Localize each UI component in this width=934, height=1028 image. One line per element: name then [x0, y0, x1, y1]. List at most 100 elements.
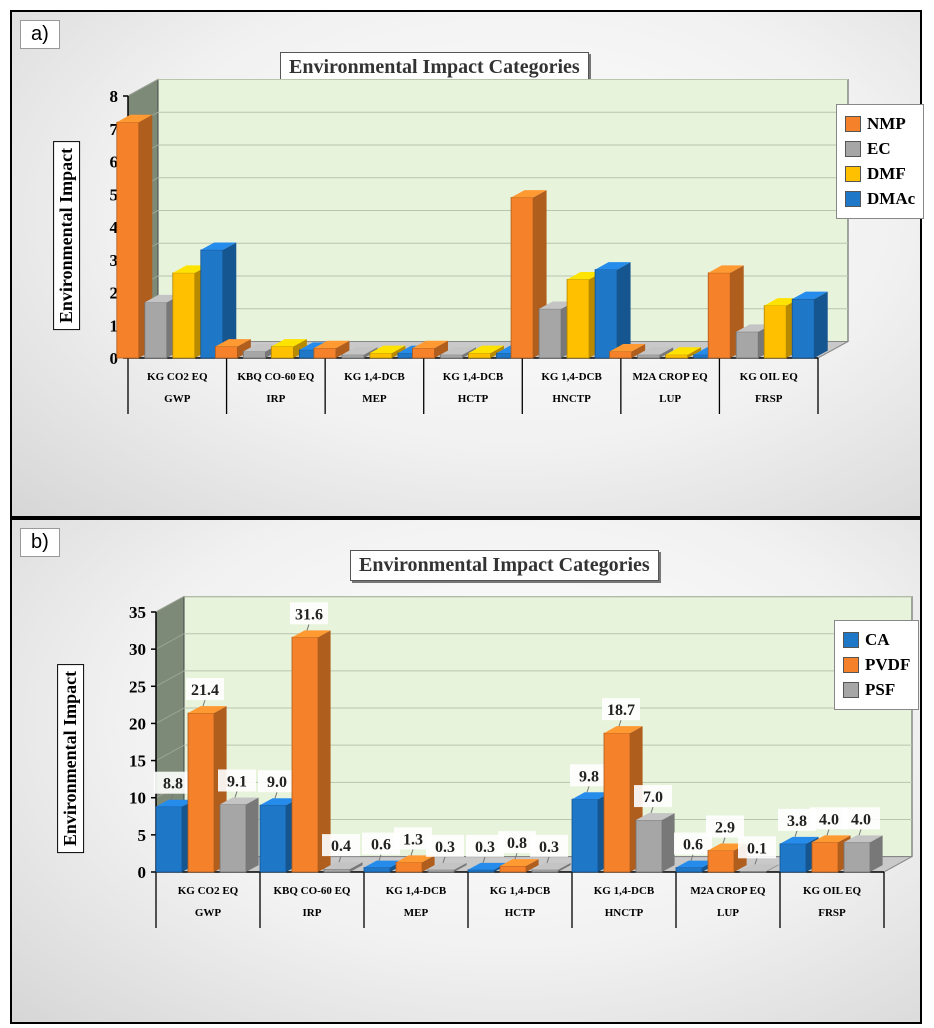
bar-dmf-mep: [369, 345, 406, 359]
bar-dmac-hnctp: [594, 262, 631, 359]
y-tick-label: 2: [110, 284, 119, 303]
data-label-leader: [482, 856, 486, 863]
legend-item-ec: EC: [845, 139, 915, 159]
data-label-bg: [706, 815, 744, 838]
x-category-name: MEP: [362, 393, 387, 405]
data-label-leader: [722, 837, 726, 844]
gridline-side: [155, 707, 185, 724]
y-tick-label: 10: [129, 789, 146, 808]
data-label-leader: [514, 852, 518, 860]
data-label-bg: [570, 764, 608, 787]
x-category-name: FRSP: [818, 907, 846, 919]
bar-nmp-gwp: [116, 114, 153, 359]
data-label: 0.6: [683, 837, 703, 854]
legend-item-dmf: DMF: [845, 164, 915, 184]
bar-nmp-irp: [214, 339, 251, 359]
bar-ec-hctp: [440, 347, 476, 359]
x-category-name: HCTP: [505, 907, 536, 919]
legend: CA PVDF PSF: [834, 620, 920, 710]
legend-item-pvdf: PVDF: [843, 655, 910, 675]
x-category-unit: KG 1,4-DCB: [443, 371, 504, 383]
data-label-leader: [338, 855, 342, 863]
data-label-bg: [810, 807, 848, 830]
x-category-name: GWP: [195, 907, 222, 919]
x-category-unit: M2A CROP EQ: [690, 885, 766, 897]
bar-dmf-irp: [270, 339, 307, 359]
data-label-bg: [426, 834, 464, 857]
data-label-bg: [466, 834, 504, 857]
data-label-bg: [602, 698, 640, 721]
data-label-bg: [154, 771, 192, 794]
gridline-side: [127, 79, 159, 97]
x-category-unit: KG 1,4-DCB: [490, 885, 551, 897]
bar-dmf-lup: [665, 347, 702, 359]
bar-pvdf-irp: [291, 630, 331, 873]
legend-label: DMAc: [867, 189, 916, 208]
data-label: 9.1: [227, 773, 247, 790]
data-label: 0.3: [435, 839, 455, 856]
legend-label: CA: [865, 630, 890, 649]
data-label: 0.1: [747, 840, 767, 857]
y-tick-label: 15: [129, 752, 146, 771]
y-tick-label: 35: [129, 603, 146, 622]
y-tick-label: 4: [110, 218, 119, 237]
data-label: 0.8: [507, 835, 527, 852]
chart-panel-a: a) Environmental Impact Categories Envir…: [10, 10, 925, 518]
legend: NMP EC DMF DMAc: [836, 104, 925, 219]
data-label-leader: [650, 806, 654, 814]
data-label-leader: [410, 849, 414, 856]
data-label-leader: [690, 854, 694, 861]
data-label: 3.8: [787, 813, 807, 830]
x-category-unit: KG CO2 EQ: [178, 885, 239, 897]
data-label-bg: [258, 770, 296, 793]
x-category-name: IRP: [303, 907, 322, 919]
y-tick-label: 0: [138, 863, 147, 882]
data-label-leader: [378, 854, 382, 861]
y-tick-label: 0: [110, 349, 119, 368]
x-category-name: LUP: [717, 907, 739, 919]
data-label-bg: [290, 602, 328, 625]
data-label: 9.8: [579, 768, 599, 785]
data-label-leader: [586, 786, 590, 793]
y-tick-label: 8: [110, 87, 119, 106]
bar-pvdf-hctp: [499, 859, 539, 873]
chart-title: Environmental Impact Categories: [350, 550, 659, 581]
x-category-unit: KG OIL EQ: [803, 885, 862, 897]
bar-chart-b: 0 5 10 15 20 25 30 35 KG CO2 EQ GWP 8.8 21.4 9.1 KBQ …: [129, 595, 913, 928]
bar-psf-gwp: [219, 797, 259, 873]
legend-label: PSF: [865, 680, 896, 699]
legend-swatch: [843, 682, 859, 698]
data-label: 21.4: [191, 682, 219, 699]
y-tick-label: 25: [129, 677, 146, 696]
bar-psf-frsp: [843, 835, 883, 873]
chart-panel-b: b) Environmental Impact Categories Envir…: [10, 518, 922, 1024]
bar-psf-irp: [323, 862, 363, 873]
x-category-unit: M2A CROP EQ: [633, 371, 709, 383]
panel-label: a): [20, 20, 60, 49]
y-tick-label: 6: [110, 153, 119, 172]
bar-nmp-mep: [313, 340, 350, 359]
gridline-side: [155, 633, 185, 650]
x-category-name: MEP: [404, 907, 429, 919]
legend-swatch: [845, 141, 861, 157]
legend-item-psf: PSF: [843, 680, 910, 700]
bar-psf-hnctp: [635, 813, 675, 873]
bar-ec-mep: [341, 347, 378, 359]
x-category-unit: KG OIL EQ: [740, 371, 799, 383]
data-label-leader: [202, 699, 206, 707]
gridline-side: [155, 744, 185, 762]
data-label-bg: [186, 678, 224, 701]
bar-dmf-hctp: [468, 345, 504, 359]
data-label-bg: [498, 831, 536, 854]
x-category-unit: KG 1,4-DCB: [594, 885, 655, 897]
data-label: 1.3: [403, 831, 423, 848]
data-label-bg: [738, 836, 776, 859]
legend-item-dmac: DMAc: [845, 189, 915, 209]
data-label: 9.0: [267, 774, 287, 791]
bar-nmp-lup: [609, 344, 646, 359]
data-label-leader: [274, 792, 278, 799]
legend-label: DMF: [867, 164, 906, 183]
x-category-name: HNCTP: [605, 907, 644, 919]
data-label-bg: [674, 832, 712, 855]
bar-chart-a: 0 1 2 3 4 5 6 7 8 KG CO2 EQ GWP KBQ CO-60 EQ IRP KG 1…: [110, 78, 849, 414]
